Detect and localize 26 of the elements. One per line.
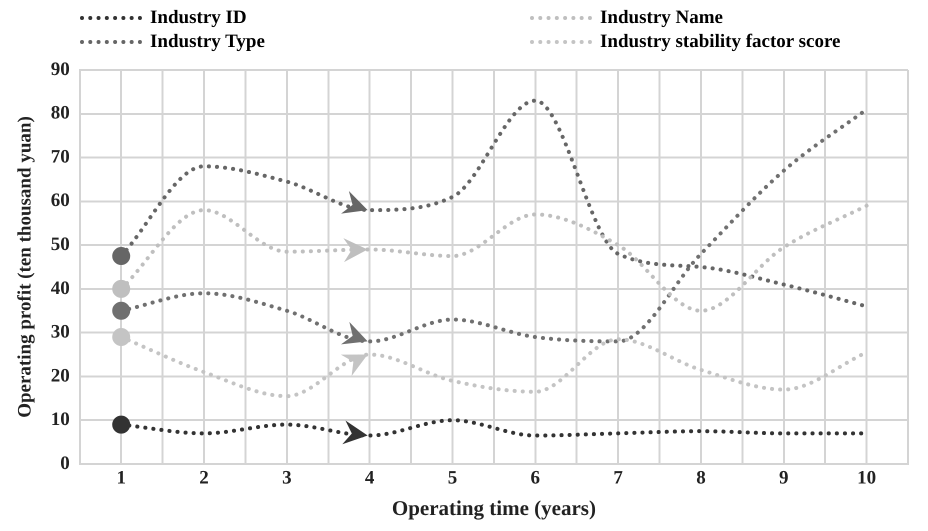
y-tick-label: 90 [50, 58, 70, 80]
y-tick-label: 80 [50, 102, 70, 124]
legend-label: Industry Name [600, 6, 723, 30]
x-tick-label: 3 [282, 467, 292, 488]
legend-label: Industry stability factor score [600, 30, 840, 54]
x-tick-label: 9 [779, 467, 789, 488]
x-tick-label: 10 [857, 467, 876, 488]
y-tick-label: 50 [50, 234, 70, 256]
y-tick-label: 0 [60, 452, 70, 474]
y-tick-label: 10 [50, 409, 70, 430]
legend-label: Industry Type [150, 30, 265, 54]
x-tick-label: 1 [116, 467, 126, 488]
y-tick-label: 40 [50, 278, 70, 299]
x-tick-label: 2 [199, 467, 209, 488]
x-tick-label: 5 [448, 467, 458, 488]
y-axis-title: Operating profit (ten thousand yuan) [14, 116, 36, 418]
x-tick-label: 4 [364, 467, 375, 488]
x-tick-label: 6 [530, 467, 540, 488]
y-tick-label: 30 [50, 322, 70, 343]
legend-label: Industry ID [150, 6, 247, 30]
y-tick-label: 70 [50, 146, 70, 168]
x-axis-title: Operating time (years) [392, 496, 596, 520]
y-tick-label: 20 [50, 365, 70, 386]
x-tick-label: 7 [613, 467, 624, 488]
y-tick-label: 60 [50, 190, 70, 212]
x-tick-label: 8 [696, 467, 706, 488]
